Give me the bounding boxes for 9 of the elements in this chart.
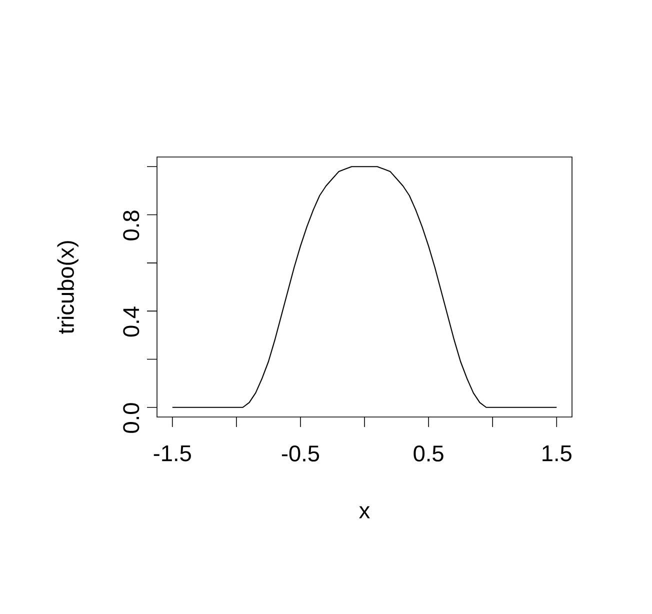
x-tick-label: -0.5 — [282, 445, 320, 462]
x-tick-label: 1.5 — [542, 445, 572, 462]
x-axis-title: x — [359, 506, 370, 518]
y-axis-title: tricubo(x) — [57, 241, 78, 334]
y-tick-label: 0.8 — [123, 210, 140, 240]
y-tick-label: 0.0 — [123, 403, 140, 433]
x-tick-label: 0.5 — [414, 445, 444, 462]
x-tick-label: -1.5 — [154, 445, 191, 462]
y-tick-label: 0.4 — [123, 306, 140, 337]
